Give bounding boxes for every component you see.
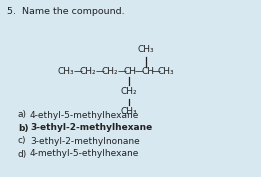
Text: 4-ethyl-5-methylhexane: 4-ethyl-5-methylhexane xyxy=(30,110,139,119)
Text: CH₂: CH₂ xyxy=(102,67,119,76)
Text: —: — xyxy=(118,67,127,76)
Text: CH: CH xyxy=(141,67,154,76)
Text: —: — xyxy=(152,67,161,76)
Text: CH: CH xyxy=(124,67,137,76)
Text: CH₂: CH₂ xyxy=(80,67,97,76)
Text: a): a) xyxy=(18,110,27,119)
Text: d): d) xyxy=(18,150,27,158)
Text: CH₃: CH₃ xyxy=(158,67,175,76)
Text: CH₃: CH₃ xyxy=(121,107,137,116)
Text: —: — xyxy=(135,67,144,76)
Text: 3-ethyl-2-methylnonane: 3-ethyl-2-methylnonane xyxy=(30,136,140,145)
Text: 5.  Name the compound.: 5. Name the compound. xyxy=(7,7,124,16)
Text: c): c) xyxy=(18,136,27,145)
Text: CH₃: CH₃ xyxy=(138,45,154,55)
Text: 4-methyl-5-ethylhexane: 4-methyl-5-ethylhexane xyxy=(30,150,139,158)
Text: CH₂: CH₂ xyxy=(121,87,137,96)
Text: b): b) xyxy=(18,124,28,133)
Text: —: — xyxy=(96,67,105,76)
Text: —: — xyxy=(74,67,83,76)
Text: 3-ethyl-2-methylhexane: 3-ethyl-2-methylhexane xyxy=(30,124,152,133)
Text: CH₃: CH₃ xyxy=(58,67,75,76)
